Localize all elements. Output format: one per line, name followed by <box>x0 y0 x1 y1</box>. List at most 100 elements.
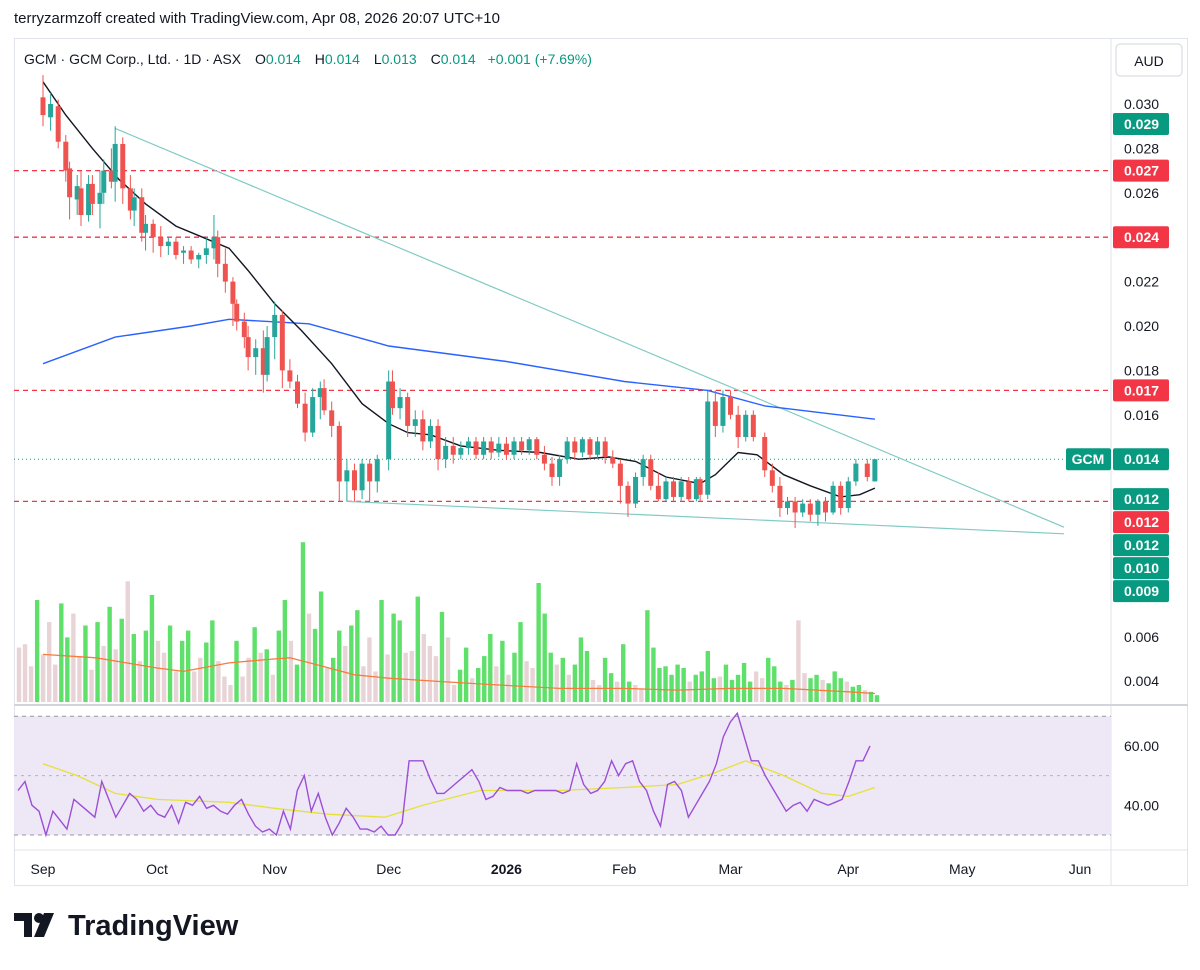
volume-bar <box>77 656 82 702</box>
time-axis-tick: Apr <box>837 861 859 877</box>
volume-bar <box>222 676 227 702</box>
candle-body <box>686 481 692 500</box>
candle-body <box>173 241 179 255</box>
volume-bar <box>536 583 541 702</box>
volume-bar <box>433 656 439 702</box>
candle-body <box>412 419 418 426</box>
candle-body <box>663 481 669 500</box>
volume-bar <box>40 654 46 702</box>
volume-bar <box>524 661 529 702</box>
tradingview-logo: TradingView <box>14 910 238 943</box>
candle-body <box>397 397 403 409</box>
legend-low: 0.013 <box>382 51 417 67</box>
price-tag-label: 0.010 <box>1124 560 1159 576</box>
volume-bar <box>113 649 118 702</box>
candle-body <box>728 397 734 415</box>
price-tag-label: 0.009 <box>1124 583 1159 599</box>
price-tag <box>1113 557 1169 580</box>
candle-body <box>188 250 194 260</box>
candle-body <box>112 143 118 182</box>
volume-bar <box>554 664 559 702</box>
volume-bar <box>131 634 137 702</box>
price-axis-tick: 0.018 <box>1124 362 1159 378</box>
volume-bar <box>312 628 318 702</box>
candle-body <box>572 441 578 453</box>
volume-bar <box>228 685 233 702</box>
candle-body <box>196 254 202 260</box>
price-tag <box>1113 488 1169 511</box>
price-tag <box>1113 379 1169 402</box>
volume-bar <box>832 671 837 702</box>
price-axis-tick: 0.030 <box>1124 96 1159 112</box>
candle-body <box>351 470 357 491</box>
candle-body <box>389 381 395 409</box>
volume-bar <box>149 594 155 702</box>
time-axis-tick: Oct <box>146 861 168 877</box>
volume-bar <box>204 642 209 702</box>
volume-bar <box>216 661 221 702</box>
volume-bar <box>71 613 76 702</box>
volume-bar <box>34 600 40 702</box>
volume-bar <box>270 674 275 702</box>
trendline <box>346 500 1065 535</box>
currency-box[interactable] <box>1115 43 1183 77</box>
legend-open: 0.014 <box>266 51 301 67</box>
rsi-moving-average-line <box>42 760 876 818</box>
volume-bar <box>355 610 360 702</box>
candle-body <box>579 439 585 453</box>
volume-bar <box>766 657 771 702</box>
price-tag-label: 0.027 <box>1124 163 1159 179</box>
candle-body <box>777 485 783 509</box>
candle-body <box>108 170 114 182</box>
volume-bar <box>337 630 342 702</box>
candle-body <box>617 463 623 486</box>
candle-body <box>310 397 316 433</box>
time-axis-tick: Nov <box>262 861 287 877</box>
volume-bar <box>608 673 614 702</box>
volume-bar <box>451 685 457 702</box>
volume-bar <box>167 625 173 702</box>
candle-body <box>678 481 684 497</box>
volume-bar <box>306 613 312 702</box>
candle-body <box>488 441 494 453</box>
candle-body <box>427 425 433 442</box>
price-tag-label: 0.012 <box>1124 537 1159 553</box>
volume-bar <box>874 695 880 702</box>
candle-body <box>131 197 137 211</box>
candle-body <box>807 503 813 515</box>
volume-bar <box>318 591 324 702</box>
price-tag <box>1113 448 1169 471</box>
candle-body <box>245 337 251 358</box>
volume-bar <box>590 679 596 702</box>
candle-body <box>822 501 828 513</box>
price-axis-tick: 0.028 <box>1124 140 1159 156</box>
volume-bar <box>741 662 747 702</box>
volume-bar <box>814 674 819 702</box>
candle-body <box>234 303 240 322</box>
volume-bar <box>469 678 475 702</box>
candle-body <box>211 237 217 249</box>
candle-body <box>769 470 775 486</box>
candle-body <box>435 425 441 460</box>
volume-bar <box>784 685 789 702</box>
volume-bar <box>657 668 662 702</box>
volume-bar <box>602 657 608 702</box>
price-tag-label: 0.012 <box>1124 514 1159 530</box>
volume-bar <box>192 671 197 702</box>
volume-bar <box>753 671 759 702</box>
short-moving-average-line <box>42 81 876 498</box>
candle-body <box>693 479 699 500</box>
volume-bar <box>723 664 729 702</box>
currency-label: AUD <box>1134 53 1164 69</box>
candle-body <box>610 456 616 464</box>
volume-bar <box>850 686 856 702</box>
volume-bar <box>185 630 191 702</box>
candle-body <box>496 443 502 453</box>
candle-body <box>720 397 726 426</box>
price-tag <box>1113 226 1169 249</box>
candle-body <box>230 281 236 304</box>
volume-bar <box>161 652 167 702</box>
candle-body <box>287 370 293 382</box>
candle-body <box>405 397 411 426</box>
